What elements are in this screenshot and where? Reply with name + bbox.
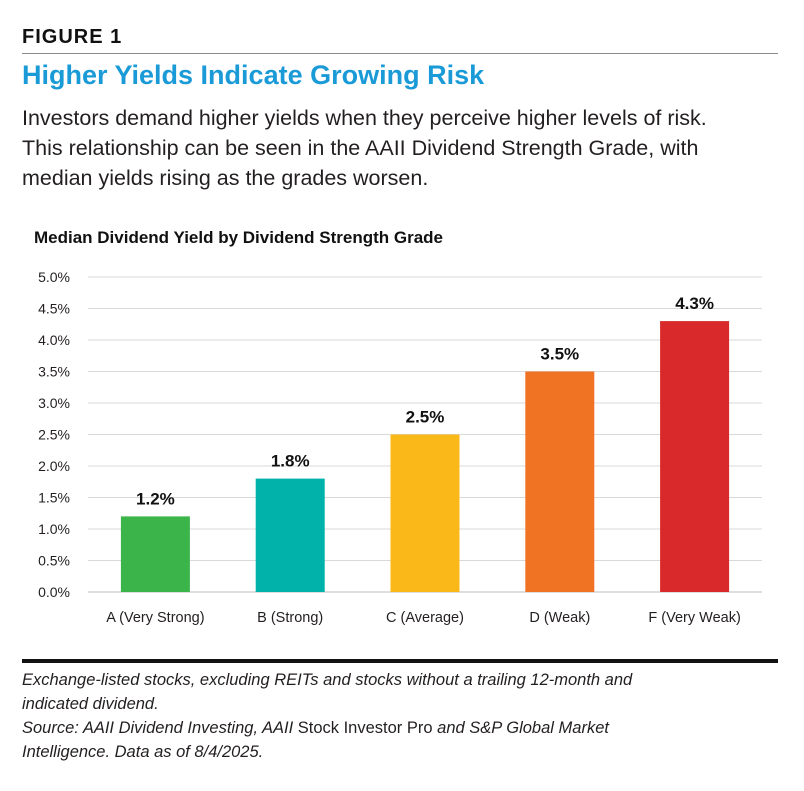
y-tick-label: 4.5% <box>38 301 70 317</box>
data-label: 1.8% <box>271 452 310 471</box>
source-line: Source: AAII Dividend Investing, AAII St… <box>22 716 782 740</box>
y-tick-label: 4.0% <box>38 332 70 348</box>
figure-title: Higher Yields Indicate Growing Risk <box>22 60 485 90</box>
data-label: 3.5% <box>540 345 579 364</box>
source-prefix: Source: AAII Dividend Investing, AAII <box>22 719 298 737</box>
figure-label: FIGURE 1 <box>22 26 123 48</box>
intro-text: Investors demand higher yields when they… <box>22 103 782 193</box>
bar <box>390 434 460 592</box>
y-tick-label: 1.5% <box>38 490 70 506</box>
source-product: Stock Investor Pro <box>297 719 433 737</box>
source-line-2: Intelligence. Data as of 8/4/2025. <box>22 743 264 761</box>
chart-title: Median Dividend Yield by Dividend Streng… <box>34 228 444 247</box>
y-tick-label: 0.5% <box>38 553 70 569</box>
top-divider <box>22 53 778 54</box>
bar <box>525 371 595 592</box>
x-tick-label: A (Very Strong) <box>106 610 204 626</box>
intro-line: This relationship can be seen in the AAI… <box>22 136 699 160</box>
y-tick-label: 1.0% <box>38 521 70 537</box>
data-label: 2.5% <box>406 408 445 427</box>
data-label: 1.2% <box>136 489 175 508</box>
x-tick-label: B (Strong) <box>257 610 323 626</box>
y-tick-label: 5.0% <box>38 269 70 285</box>
bar-chart: 0.0% 0.5% 1.0% 1.5% 2.0% 2.5% 3.0% 3.5% 4.0% 4.5%… <box>38 269 762 626</box>
bar <box>660 321 730 592</box>
footnote-line: Exchange-listed stocks, excluding REITs … <box>22 671 633 689</box>
x-tick-label: F (Very Weak) <box>648 610 740 626</box>
bar <box>255 478 325 592</box>
y-tick-label: 3.0% <box>38 395 70 411</box>
source-suffix: and S&P Global Market <box>432 719 609 737</box>
footnote-line: indicated dividend. <box>22 695 159 713</box>
bar <box>120 516 190 592</box>
intro-line: median yields rising as the grades worse… <box>22 166 429 190</box>
y-tick-label: 2.0% <box>38 458 70 474</box>
y-tick-label: 3.5% <box>38 364 70 380</box>
x-tick-label: D (Weak) <box>529 610 590 626</box>
intro-line: Investors demand higher yields when they… <box>22 106 707 130</box>
data-label: 4.3% <box>675 294 714 313</box>
footnotes: Exchange-listed stocks, excluding REITs … <box>22 668 782 764</box>
x-tick-label: C (Average) <box>386 610 464 626</box>
y-tick-label: 2.5% <box>38 427 70 443</box>
y-tick-label: 0.0% <box>38 584 70 600</box>
bottom-divider <box>22 659 778 663</box>
